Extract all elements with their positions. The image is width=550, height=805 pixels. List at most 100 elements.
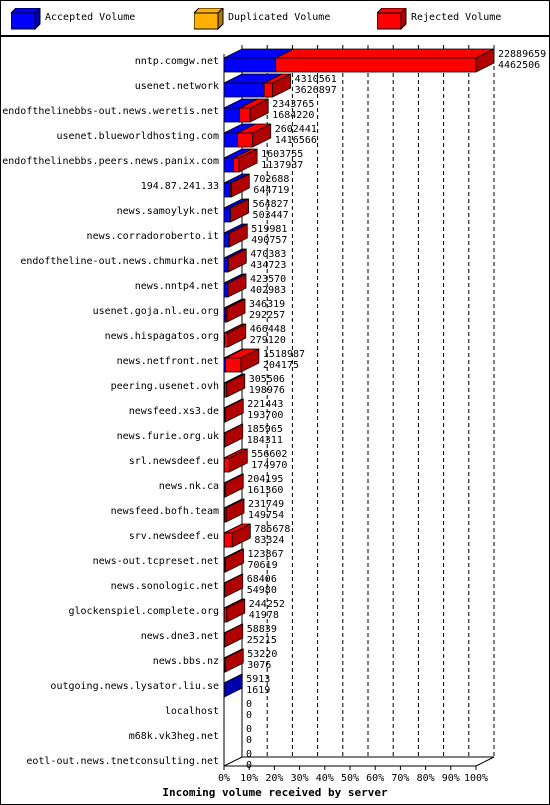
value-label-bottom-24: 3076 bbox=[247, 660, 271, 671]
value-label-top-14: 221443 bbox=[247, 399, 283, 410]
value-label-top-21: 68406 bbox=[247, 574, 277, 585]
bar-2-accepted-volume bbox=[223, 107, 241, 123]
category-label-4: endofthelinebbs.peers.news.panix.com bbox=[2, 156, 219, 167]
value-label-bottom-7: 490757 bbox=[251, 235, 287, 246]
legend-swatch-rejected bbox=[377, 8, 407, 30]
bar-22-side bbox=[226, 598, 246, 623]
x-tick-label-8: 80% bbox=[417, 773, 435, 784]
bar-5-side bbox=[230, 173, 250, 198]
value-label-top-16: 556602 bbox=[251, 449, 287, 460]
bar-12-side bbox=[240, 348, 260, 373]
bar-8-accepted-volume bbox=[223, 257, 229, 273]
x-tick-label-1: 10% bbox=[240, 773, 258, 784]
bar-1-accepted-volume bbox=[223, 82, 265, 98]
value-label-top-8: 470383 bbox=[250, 249, 286, 260]
bar-3-accepted-volume bbox=[223, 132, 238, 148]
value-label-bottom-12: 204175 bbox=[263, 360, 299, 371]
bar-18-side bbox=[225, 498, 245, 523]
bar-0-rejected-volume bbox=[275, 57, 477, 73]
category-label-12: news.netfront.net bbox=[117, 356, 219, 367]
bar-4-accepted-volume bbox=[223, 157, 234, 173]
value-label-bottom-0: 4462506 bbox=[498, 60, 540, 71]
bar-19-side bbox=[231, 523, 251, 548]
value-label-bottom-17: 161360 bbox=[247, 485, 283, 496]
category-label-18: newsfeed.bofh.team bbox=[111, 506, 219, 517]
x-tick-label-3: 30% bbox=[291, 773, 309, 784]
value-label-bottom-27: 0 bbox=[246, 735, 252, 746]
category-label-23: news.dne3.net bbox=[141, 631, 219, 642]
value-label-top-26: 0 bbox=[246, 699, 252, 710]
value-label-bottom-23: 25215 bbox=[247, 635, 277, 646]
category-label-9: news.nntp4.net bbox=[135, 281, 219, 292]
value-label-bottom-6: 503447 bbox=[253, 210, 289, 221]
category-label-5: 194.87.241.33 bbox=[141, 181, 219, 192]
bar-4-rejected-volume bbox=[233, 157, 240, 173]
bar-4-side bbox=[238, 148, 258, 173]
x-tick-label-7: 70% bbox=[391, 773, 409, 784]
bar-8-side bbox=[227, 248, 247, 273]
category-label-11: news.hispagatos.org bbox=[105, 331, 219, 342]
bar-21-side bbox=[224, 573, 244, 598]
category-label-14: newsfeed.xs3.de bbox=[129, 406, 219, 417]
bar-16-rejected-volume bbox=[223, 457, 230, 473]
legend: Accepted Volume Duplicated Volume Reject… bbox=[0, 0, 550, 36]
value-label-bottom-26: 0 bbox=[246, 710, 252, 721]
value-label-bottom-28: 0 bbox=[246, 760, 252, 771]
value-label-top-1: 4310561 bbox=[295, 74, 337, 85]
value-label-top-27: 0 bbox=[246, 724, 252, 735]
value-label-bottom-15: 184311 bbox=[247, 435, 283, 446]
bar-2-side bbox=[249, 98, 269, 123]
category-label-24: news.bbs.nz bbox=[153, 656, 219, 667]
category-label-0: nntp.comgw.net bbox=[135, 56, 219, 67]
x-tick-label-6: 60% bbox=[366, 773, 384, 784]
value-label-top-7: 519981 bbox=[251, 224, 287, 235]
bar-3-side bbox=[252, 123, 272, 148]
bar-1-rejected-volume bbox=[263, 82, 274, 98]
value-label-bottom-4: 1137937 bbox=[261, 160, 303, 171]
value-label-top-25: 5913 bbox=[246, 674, 270, 685]
category-label-3: usenet.blueworldhosting.com bbox=[56, 131, 219, 142]
value-label-top-17: 204195 bbox=[247, 474, 283, 485]
category-label-26: localhost bbox=[165, 706, 219, 717]
value-label-top-23: 58839 bbox=[247, 624, 277, 635]
category-label-22: glockenspiel.complete.org bbox=[68, 606, 219, 617]
x-tick-label-4: 40% bbox=[316, 773, 334, 784]
value-label-top-15: 185965 bbox=[247, 424, 283, 435]
value-label-top-2: 2343765 bbox=[272, 99, 314, 110]
value-label-bottom-25: 1619 bbox=[246, 685, 270, 696]
value-label-bottom-13: 198976 bbox=[249, 385, 285, 396]
bar-12-rejected-volume bbox=[225, 357, 242, 373]
category-label-16: srl.newsdeef.eu bbox=[129, 456, 219, 467]
category-label-15: news.furie.org.uk bbox=[117, 431, 219, 442]
legend-label-accepted: Accepted Volume bbox=[45, 12, 136, 23]
value-label-top-13: 305506 bbox=[249, 374, 285, 385]
value-label-bottom-20: 70619 bbox=[248, 560, 278, 571]
legend-label-rejected: Rejected Volume bbox=[411, 12, 502, 23]
category-label-8: endoftheline-out.news.chmurka.net bbox=[20, 256, 219, 267]
value-label-bottom-3: 1416566 bbox=[275, 135, 317, 146]
category-label-2: endofthelinebbs-out.news.weretis.net bbox=[2, 106, 219, 117]
x-tick-label-0: 0% bbox=[218, 773, 230, 784]
bar-0-side bbox=[475, 48, 495, 73]
bar-25-side bbox=[223, 673, 243, 698]
value-label-top-4: 1603755 bbox=[261, 149, 303, 160]
category-label-7: news.corradoroberto.it bbox=[87, 231, 219, 242]
value-label-top-12: 1518987 bbox=[263, 349, 305, 360]
bar-0-rejected-volume-top bbox=[275, 48, 495, 59]
value-label-top-9: 423570 bbox=[250, 274, 286, 285]
plot-floor bbox=[223, 756, 495, 767]
bar-11-rejected-volume bbox=[224, 332, 229, 348]
x-tick-label-5: 50% bbox=[341, 773, 359, 784]
bar-3-rejected-volume bbox=[236, 132, 254, 148]
category-label-6: news.samoylyk.net bbox=[117, 206, 219, 217]
bar-13-side bbox=[226, 373, 246, 398]
bar-20-side bbox=[225, 548, 244, 573]
value-label-bottom-19: 83324 bbox=[254, 535, 284, 546]
bar-5-accepted-volume bbox=[223, 182, 231, 198]
value-label-bottom-5: 644719 bbox=[253, 185, 289, 196]
value-label-bottom-14: 193700 bbox=[247, 410, 283, 421]
category-label-20: news-out.tcpreset.net bbox=[93, 556, 219, 567]
bar-7-accepted-volume bbox=[223, 232, 230, 248]
value-label-bottom-22: 41978 bbox=[249, 610, 279, 621]
